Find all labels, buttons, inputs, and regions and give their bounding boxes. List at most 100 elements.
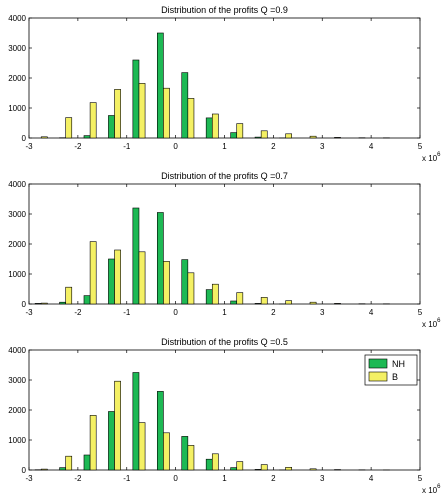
bar-s1-4 <box>108 115 115 139</box>
subplot-1: Distribution of the profits Q =0.9 -3 -2 -1… <box>8 5 441 163</box>
bar-s1-4 <box>108 258 115 305</box>
chart-title: Distribution of the profits Q =0.5 <box>161 337 288 347</box>
bar-s2-6 <box>163 432 170 471</box>
x-tick-label: 2 <box>271 474 276 483</box>
bar-s2-11 <box>285 133 293 139</box>
x-tick-label: 3 <box>320 308 325 317</box>
legend-swatch-1 <box>368 358 388 369</box>
bar-s1-10 <box>254 136 262 139</box>
bar-s2-10 <box>260 464 268 471</box>
x-tick-label: 1 <box>222 474 227 483</box>
bar-s1-5 <box>132 207 140 305</box>
y-tick-label: 0 <box>22 134 27 143</box>
bar-s2-10 <box>260 130 268 139</box>
bar-s1-9 <box>230 300 238 305</box>
y-tick-label: 1000 <box>8 270 26 279</box>
x-tick-label: 0 <box>173 142 178 151</box>
x-exponent-label: x 106 <box>422 152 441 163</box>
x-exponent-power: 6 <box>437 484 441 490</box>
bar-s1-3 <box>83 295 91 305</box>
bar-s2-8 <box>211 113 219 139</box>
x-exponent-label: x 106 <box>422 318 441 329</box>
y-tick-label: 0 <box>22 300 27 309</box>
bar-s2-9 <box>236 461 244 471</box>
y-tick-label: 1000 <box>8 104 26 113</box>
bar-s1-5 <box>132 372 140 471</box>
subplot-3: Distribution of the profits Q =0.5 -3 -2 -1… <box>8 337 441 495</box>
x-tick-label: -1 <box>123 474 131 483</box>
bar-s1-5 <box>132 59 140 139</box>
y-tick-label: 2000 <box>8 406 26 415</box>
bar-s2-1 <box>40 136 48 139</box>
y-tick-label: 3000 <box>8 210 26 219</box>
bar-s2-4 <box>114 380 121 471</box>
legend-label-1: NH <box>392 359 405 369</box>
bar-s1-6 <box>156 391 164 471</box>
chart-title: Distribution of the profits Q =0.9 <box>161 5 288 15</box>
bar-s1-8 <box>205 117 213 139</box>
y-tick-label: 4000 <box>8 346 26 355</box>
bar-s2-11 <box>285 466 293 471</box>
x-exponent-base: x 10 <box>422 154 438 163</box>
x-tick-label: -2 <box>74 308 82 317</box>
x-tick-label: -2 <box>74 474 82 483</box>
y-tick-label: 2000 <box>8 240 26 249</box>
x-tick-label: 1 <box>222 308 227 317</box>
x-exponent-base: x 10 <box>422 320 438 329</box>
bar-s1-7 <box>181 436 189 471</box>
bar-s2-3 <box>89 102 97 139</box>
bar-s2-8 <box>211 283 219 305</box>
bar-s2-8 <box>211 453 219 471</box>
x-tick-label: 3 <box>320 474 325 483</box>
bar-s2-7 <box>187 272 195 305</box>
bar-s2-13 <box>334 137 341 139</box>
bar-s2-4 <box>114 249 121 305</box>
axes-box <box>28 183 421 305</box>
bar-s1-8 <box>205 289 213 305</box>
bar-s1-8 <box>205 458 213 471</box>
bar-s2-7 <box>187 445 195 471</box>
x-exponent-label: x 106 <box>422 484 441 495</box>
legend-swatch-2 <box>368 371 388 382</box>
bar-s1-7 <box>181 259 189 305</box>
bar-s2-5 <box>138 251 146 305</box>
bar-s1-9 <box>230 467 238 471</box>
x-tick-label: 4 <box>369 474 374 483</box>
x-tick-label: 5 <box>418 474 423 483</box>
x-tick-label: -1 <box>123 308 131 317</box>
bar-s1-3 <box>83 454 91 471</box>
bar-s1-10 <box>254 303 262 305</box>
bar-s2-2 <box>65 455 73 471</box>
bar-s2-11 <box>285 300 293 305</box>
y-tick-label: 4000 <box>8 14 26 23</box>
bar-s2-13 <box>334 303 341 305</box>
x-tick-label: -3 <box>25 474 33 483</box>
bar-s2-1 <box>40 468 48 471</box>
y-tick-label: 4000 <box>8 180 26 189</box>
x-tick-label: 4 <box>369 308 374 317</box>
bar-s1-6 <box>156 32 164 139</box>
x-tick-label: -1 <box>123 142 131 151</box>
bar-s1-3 <box>83 135 91 139</box>
x-tick-label: 4 <box>369 142 374 151</box>
bar-s1-2 <box>59 301 66 305</box>
bar-s2-12 <box>309 135 317 139</box>
bar-s1-1 <box>34 303 42 305</box>
bar-s2-10 <box>260 297 268 305</box>
x-tick-label: 5 <box>418 308 423 317</box>
y-tick-label: 1000 <box>8 436 26 445</box>
bar-s1-4 <box>108 411 115 471</box>
x-tick-label: 0 <box>173 474 178 483</box>
bar-s1-2 <box>59 467 66 471</box>
x-exponent-power: 6 <box>437 318 441 324</box>
bar-s2-3 <box>89 415 97 471</box>
x-tick-label: 2 <box>271 308 276 317</box>
bar-s2-5 <box>138 422 146 471</box>
bar-s2-9 <box>236 292 244 305</box>
y-tick-label: 3000 <box>8 44 26 53</box>
x-tick-label: 3 <box>320 142 325 151</box>
x-exponent-power: 6 <box>437 152 441 158</box>
bar-s2-12 <box>309 468 317 471</box>
